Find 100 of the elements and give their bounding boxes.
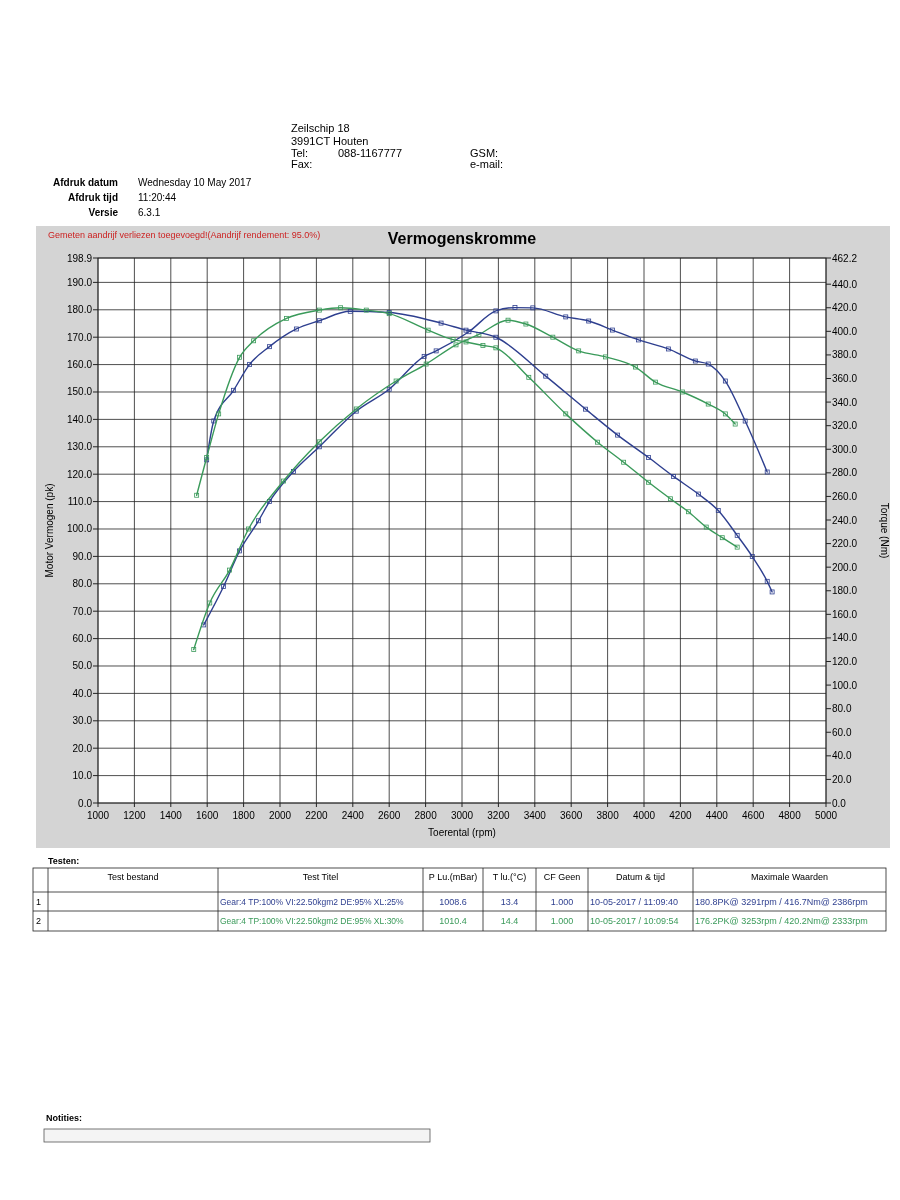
- point: [595, 439, 600, 445]
- y-tick-label: 80.0: [72, 578, 93, 590]
- y-tick-label: 0.0: [78, 797, 93, 809]
- x-tick-label: 1800: [232, 810, 256, 821]
- text: 1008.6: [439, 897, 467, 907]
- y2-tick-label: 120.0: [832, 656, 858, 667]
- point: [251, 338, 257, 344]
- text: Wednesday 10 May 2017: [138, 177, 252, 188]
- y-tick-label: 170.0: [66, 331, 93, 343]
- x-tick-label: 2000: [268, 810, 292, 821]
- point: [237, 354, 242, 360]
- x-tick-label: 3600: [560, 810, 583, 821]
- point: [453, 342, 459, 348]
- point: [692, 358, 698, 364]
- point: [463, 339, 469, 345]
- y2-tick-label: 420.0: [832, 302, 858, 314]
- text: 3991CT Houten: [291, 135, 369, 147]
- point: [316, 307, 322, 313]
- point: [610, 327, 615, 333]
- point: [563, 411, 569, 417]
- text: GSM:: [470, 147, 499, 159]
- y-tick-label: 90.0: [72, 550, 93, 562]
- x-tick-label: 3400: [523, 810, 547, 821]
- y2-tick-label: 462.2: [832, 252, 858, 264]
- point: [550, 334, 556, 340]
- point: [543, 373, 549, 379]
- point: [696, 491, 701, 497]
- x-tick-label: 2800: [414, 810, 438, 821]
- y2-tick-label: 220.0: [832, 538, 858, 550]
- point: [194, 492, 200, 498]
- text: 2: [36, 916, 42, 926]
- point: [523, 321, 529, 327]
- point: [493, 308, 499, 314]
- y2-tick-label: 340.0: [832, 396, 858, 408]
- text: Test bestand: [107, 872, 159, 882]
- point: [316, 439, 322, 445]
- point: [769, 589, 775, 595]
- y2-tick-label: 260.0: [832, 490, 858, 502]
- text: Versie: [88, 207, 119, 218]
- point: [732, 421, 738, 427]
- point: [576, 348, 582, 354]
- y2-axis-title: Torque (Nm): [879, 502, 890, 559]
- point: [621, 459, 627, 465]
- point: [216, 411, 222, 417]
- point: [211, 418, 217, 424]
- x-tick-label: 1000: [86, 810, 110, 821]
- point: [256, 518, 261, 524]
- y2-tick-label: 40.0: [832, 750, 852, 762]
- y-tick-label: 40.0: [72, 687, 93, 699]
- text: 13.4: [500, 897, 519, 907]
- point: [633, 364, 638, 370]
- x-tick-label: 4600: [742, 810, 765, 821]
- point: [680, 389, 685, 395]
- text: e-mail:: [470, 158, 504, 170]
- y2-tick-label: 200.0: [832, 561, 858, 573]
- text: Gear:4 TP:100% VI:22.50kgm2 DE:95% XL:25%: [220, 897, 405, 907]
- point: [476, 332, 482, 337]
- point: [505, 317, 511, 323]
- point: [316, 318, 322, 324]
- point: [586, 318, 592, 324]
- y-tick-label: 120.0: [66, 468, 93, 480]
- point: [267, 344, 272, 350]
- y-tick-label: 100.0: [66, 523, 93, 535]
- y-axis-title: Motor Vermogen (pk): [44, 483, 55, 578]
- point: [703, 524, 709, 530]
- y2-tick-label: 240.0: [832, 514, 858, 526]
- text: Zeilschip 18: [291, 122, 350, 134]
- y2-tick-label: 20.0: [832, 773, 852, 785]
- y2-tick-label: 80.0: [832, 703, 852, 715]
- point: [665, 346, 671, 352]
- x-tick-label: 2200: [305, 810, 328, 821]
- y-tick-label: 50.0: [72, 660, 93, 672]
- point: [667, 496, 673, 502]
- point: [722, 411, 728, 417]
- point: [466, 329, 472, 335]
- y-tick-label: 130.0: [66, 441, 93, 453]
- y-tick-label: 30.0: [72, 715, 93, 727]
- y2-tick-label: 400.0: [832, 325, 858, 337]
- point: [293, 326, 299, 332]
- point: [421, 353, 427, 359]
- point: [749, 554, 755, 559]
- point: [363, 307, 369, 313]
- point: [734, 532, 740, 538]
- y2-tick-label: 140.0: [832, 632, 858, 644]
- text: 10-05-2017 / 11:09:40: [590, 897, 678, 907]
- point: [512, 305, 518, 310]
- x-tick-label: 5000: [814, 810, 838, 821]
- point: [563, 314, 569, 320]
- y2-tick-label: 320.0: [832, 420, 858, 432]
- text: Afdruk datum: [53, 177, 119, 188]
- text: 1.000: [550, 897, 574, 907]
- point: [463, 327, 469, 333]
- x-tick-label: 1600: [196, 810, 219, 821]
- point: [423, 361, 429, 367]
- y-tick-label: 140.0: [66, 413, 93, 425]
- point: [201, 622, 207, 628]
- x-tick-label: 1400: [159, 810, 183, 821]
- point: [686, 509, 691, 515]
- point: [493, 345, 499, 351]
- text: 1010.4: [439, 916, 467, 926]
